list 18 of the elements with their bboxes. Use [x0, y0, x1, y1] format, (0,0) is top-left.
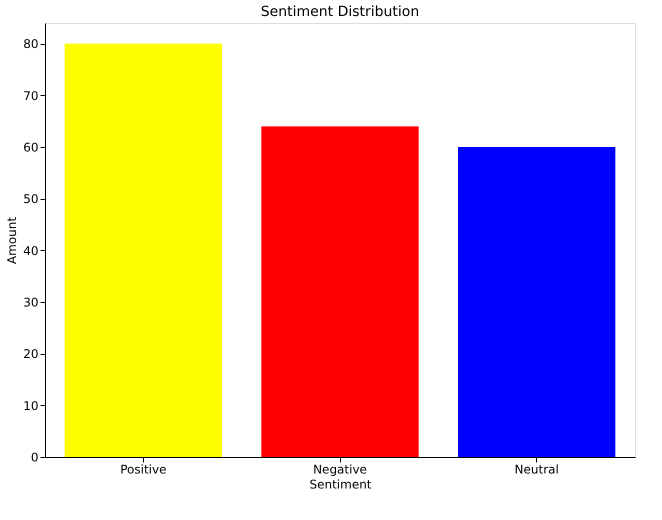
x-tick-label: Positive — [120, 462, 166, 476]
y-axis-title: Amount — [5, 216, 20, 264]
bar — [261, 126, 419, 457]
y-tick-label: 70 — [23, 88, 38, 103]
y-tick-label: 20 — [23, 347, 38, 362]
y-tick-label: 30 — [23, 296, 38, 310]
y-tick-label: 50 — [23, 192, 38, 206]
y-tick-label: 40 — [23, 244, 38, 258]
x-tick-label: Neutral — [514, 462, 559, 476]
y-tick-label: 0 — [30, 450, 38, 464]
chart-title: Sentiment Distribution — [260, 4, 420, 20]
x-axis-title: Sentiment — [309, 478, 372, 492]
y-tick-label: 80 — [23, 37, 38, 52]
y-tick-label: 10 — [23, 398, 38, 413]
bar — [458, 147, 616, 457]
x-tick-label: Negative — [313, 462, 367, 476]
y-tick-label: 60 — [23, 140, 38, 154]
bar — [64, 44, 222, 457]
